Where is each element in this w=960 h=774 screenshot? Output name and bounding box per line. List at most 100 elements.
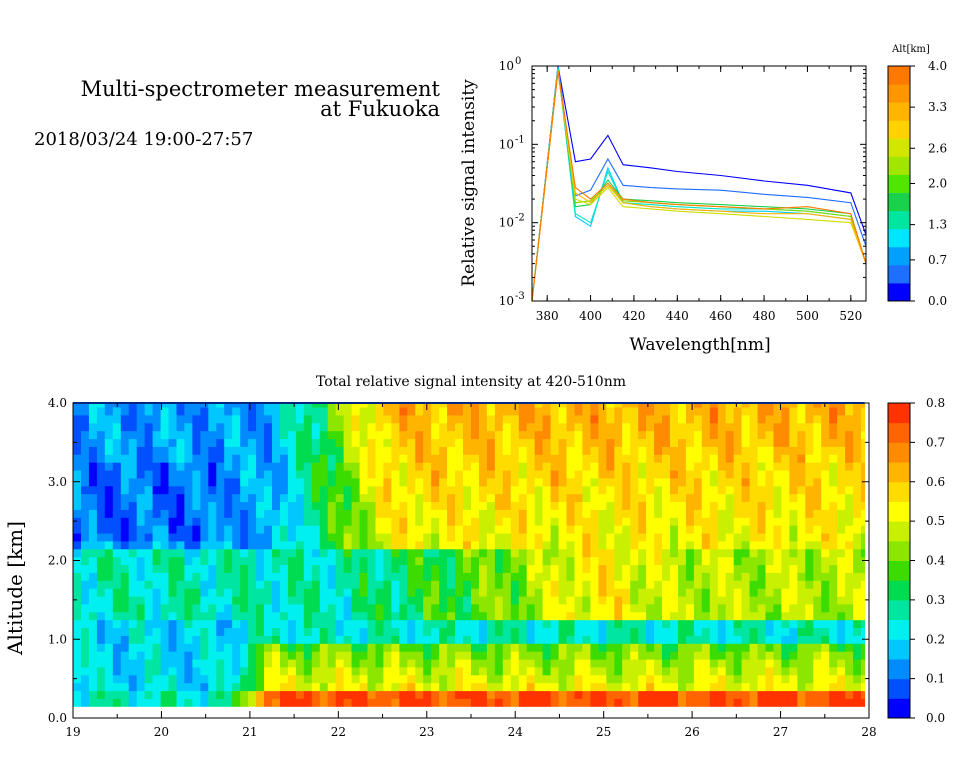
heatmap-cell: [81, 454, 90, 463]
heatmap-cell: [383, 406, 392, 416]
heatmap-cell: [319, 572, 329, 581]
heatmap-cell: [81, 414, 90, 424]
heatmap-cell: [168, 462, 178, 471]
heatmap-cell: [693, 446, 703, 455]
heatmap-cell: [367, 532, 377, 542]
heatmap-cell: [693, 403, 703, 408]
heatmap-cell: [112, 454, 122, 463]
heatmap-cell: [88, 690, 98, 699]
heatmap-cell: [391, 422, 400, 432]
heatmap-cell: [200, 572, 209, 581]
heatmap-cell: [486, 454, 496, 463]
heatmap-cell: [630, 446, 639, 455]
heatmap-cell: [256, 469, 265, 479]
heatmap-cell: [431, 588, 440, 597]
heatmap-cell: [96, 454, 106, 463]
heatmap-cell: [447, 469, 456, 479]
heatmap-cell: [192, 682, 201, 692]
heatmap-cell: [614, 403, 623, 408]
heatmap-cell: [192, 485, 201, 495]
heatmap-cell: [112, 532, 122, 542]
heatmap-cell: [749, 666, 759, 676]
heatmap-cell: [590, 477, 599, 487]
heatmap-cell: [606, 674, 615, 684]
heatmap-cell: [757, 430, 767, 440]
heatmap-cell: [797, 406, 806, 416]
heatmap-cell: [518, 572, 528, 581]
heatmap-cell: [295, 556, 305, 566]
heatmap-cell: [367, 525, 377, 534]
heatmap-cell: [335, 532, 345, 542]
heatmap-cell: [73, 532, 82, 542]
heatmap-cell: [853, 509, 862, 518]
heatmap-cell: [200, 548, 209, 558]
heatmap-cell: [542, 422, 552, 432]
heatmap-cell: [335, 666, 345, 676]
heatmap-cell: [861, 462, 866, 471]
heatmap-cell: [502, 580, 512, 589]
heatmap-cell: [431, 477, 440, 487]
heatmap-cell: [837, 666, 846, 676]
heatmap-cell: [96, 698, 106, 707]
heatmap-cell: [295, 509, 305, 518]
heatmap-cell: [845, 595, 854, 605]
heatmap-cell: [821, 525, 830, 534]
heatmap-cell: [821, 643, 830, 652]
heatmap-cell: [486, 627, 496, 636]
heatmap-cell: [471, 690, 480, 699]
heatmap-cell: [439, 509, 448, 518]
heatmap-cell: [104, 572, 114, 581]
heatmap-cell: [224, 540, 233, 550]
heatmap-cell: [415, 627, 424, 636]
heatmap-cell: [415, 580, 424, 589]
heatmap-cell: [224, 485, 233, 495]
heatmap-cell: [590, 430, 599, 440]
heatmap-cell: [104, 469, 114, 479]
heatmap-cell: [479, 556, 488, 566]
heatmap-cell: [335, 540, 345, 550]
heatmap-cell: [128, 627, 138, 636]
heatmap-cell: [200, 540, 209, 550]
heatmap-cell: [272, 611, 281, 621]
heatmap-cell: [494, 406, 504, 416]
heatmap-cell: [232, 532, 241, 542]
heatmap-cell: [327, 595, 337, 605]
heatmap-cell: [240, 580, 249, 589]
heatmap-cell: [144, 651, 154, 660]
heatmap-cell: [622, 643, 631, 652]
heatmap-cell: [534, 588, 544, 597]
heatmap-cell: [303, 485, 313, 495]
heatmap-cell: [232, 509, 241, 518]
heatmap-cell: [248, 619, 257, 629]
heatmap-cell: [73, 651, 82, 660]
heatmap-cell: [471, 635, 480, 644]
heatmap-cell: [391, 698, 400, 707]
heatmap-cell: [614, 651, 623, 660]
spectrum-line-6: [531, 71, 867, 302]
heatmap-cell: [280, 674, 289, 684]
heatmap-cell: [224, 454, 233, 463]
heatmap-cell: [128, 422, 138, 432]
heatmap-cell: [240, 564, 249, 573]
heatmap-cell: [510, 462, 520, 471]
heatmap-cell: [104, 595, 114, 605]
heatmap-cell: [638, 627, 647, 636]
heatmap-cell: [208, 414, 217, 424]
heatmap-cell: [773, 422, 783, 432]
heatmap-cell: [590, 651, 599, 660]
heatmap-cell: [232, 619, 241, 629]
heatmap-cell: [757, 422, 767, 432]
heatmap-xtick-label-21: 21: [242, 725, 257, 739]
heatmap-cell: [622, 627, 631, 636]
heatmap-cell: [550, 611, 560, 621]
heatmap-cell: [303, 698, 313, 707]
heatmap-cell: [232, 446, 241, 455]
heatmap-cell: [614, 406, 623, 416]
heatmap-cell: [829, 485, 838, 495]
heatmap-cell: [73, 446, 82, 455]
heatmap-cell: [654, 462, 663, 471]
heatmap-cell: [630, 682, 639, 692]
heatmap-cell: [280, 485, 289, 495]
heatmap-cell: [136, 548, 146, 558]
heatmap-cell: [630, 658, 639, 668]
